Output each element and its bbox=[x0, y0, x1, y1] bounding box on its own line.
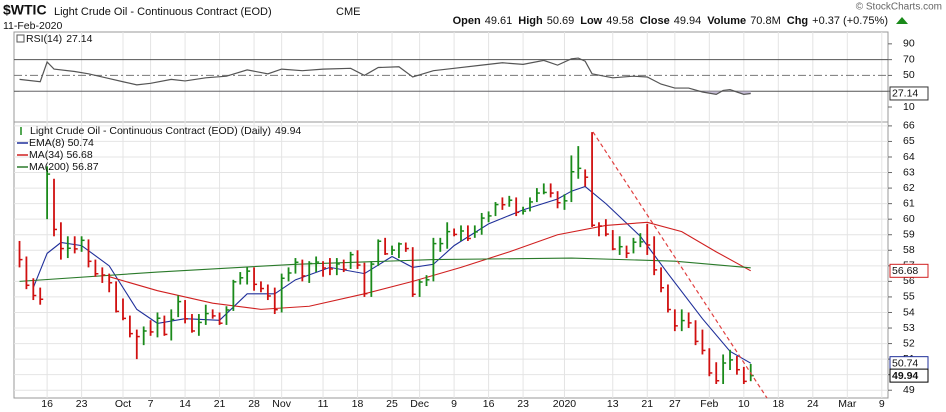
x-tick-label: 11 bbox=[318, 398, 329, 410]
legend-value: 49.94 bbox=[275, 125, 301, 137]
quote-label: Chg bbox=[787, 15, 808, 27]
x-tick-label: 23 bbox=[76, 398, 88, 410]
quote-label: Low bbox=[580, 15, 602, 27]
x-tick-label: 16 bbox=[483, 398, 495, 410]
trend-line bbox=[592, 131, 768, 399]
y-tick-label: 64 bbox=[903, 151, 915, 163]
legend-name: MA(200) bbox=[29, 161, 69, 173]
legend-name: RSI(14) bbox=[26, 33, 62, 45]
x-tick-label: Dec bbox=[410, 398, 429, 410]
x-tick-label: 28 bbox=[248, 398, 260, 410]
x-tick-label: Oct bbox=[115, 398, 131, 410]
x-tick-label: 21 bbox=[641, 398, 653, 410]
y-tick-label: 70 bbox=[903, 53, 915, 65]
legend-entry: RSI(14) 27.14 bbox=[26, 33, 93, 45]
symbol: $WTIC bbox=[3, 2, 47, 18]
axis-value-box bbox=[889, 368, 929, 383]
y-tick-label: 50 bbox=[903, 69, 915, 81]
axis-value-label: 56.68 bbox=[892, 265, 918, 277]
legend-value: 27.14 bbox=[66, 33, 92, 45]
x-tick-label: 13 bbox=[607, 398, 619, 410]
quote-label: High bbox=[518, 15, 543, 27]
legend-value: 50.74 bbox=[68, 137, 94, 149]
rsi-line bbox=[19, 57, 751, 95]
legend-name: MA(34) bbox=[29, 149, 63, 161]
legend-value: 56.68 bbox=[66, 149, 92, 161]
quote: Open 49.61 High 50.69 Low 49.58 Close 49.94 Volu… bbox=[453, 15, 888, 27]
y-tick-label: 10 bbox=[903, 101, 915, 113]
copyright: © StockCharts.com bbox=[856, 2, 942, 13]
axis-value-label: 50.74 bbox=[892, 357, 918, 369]
x-tick-label: 24 bbox=[807, 398, 819, 410]
x-tick-label: 7 bbox=[148, 398, 154, 410]
y-tick-label: 90 bbox=[903, 38, 915, 50]
y-tick-label: 52 bbox=[903, 337, 915, 349]
quote-label: Volume bbox=[707, 15, 746, 27]
legend-title: Light Crude Oil - Continuous Contract (E… bbox=[30, 125, 301, 137]
instrument-name: Light Crude Oil - Continuous Contract (E… bbox=[54, 6, 272, 18]
y-tick-label: 49 bbox=[903, 384, 915, 396]
quote-value: 49.58 bbox=[606, 15, 634, 27]
y-tick-label: 61 bbox=[903, 197, 915, 209]
quote-label: Close bbox=[640, 15, 670, 27]
axis-value-box bbox=[889, 86, 929, 101]
legend-swatch bbox=[16, 34, 25, 43]
x-tick-label: 9 bbox=[879, 398, 885, 410]
axis-value-label: 49.94 bbox=[892, 370, 918, 382]
x-tick-label: Mar bbox=[838, 398, 857, 410]
x-tick-label: 25 bbox=[386, 398, 398, 410]
y-tick-label: 54 bbox=[903, 306, 915, 318]
price-layer: 16 23 Oct 7 14 21 28 Nov 11 18 25 Dec 9 16 23 2020 13 21 2… bbox=[14, 120, 929, 410]
x-tick-label: 18 bbox=[352, 398, 364, 410]
y-tick-label: 65 bbox=[903, 135, 915, 147]
quote-label: Open bbox=[453, 15, 481, 27]
quote-value: 50.69 bbox=[547, 15, 575, 27]
x-tick-label: 2020 bbox=[553, 398, 577, 410]
y-tick-label: 58 bbox=[903, 244, 915, 256]
price-panel bbox=[13, 121, 889, 399]
legend-name: EMA(8) bbox=[29, 137, 65, 149]
quote-value: 49.94 bbox=[674, 15, 702, 27]
axis-value-label: 27.14 bbox=[892, 88, 918, 100]
axis-value-box bbox=[889, 263, 929, 278]
x-tick-label: Nov bbox=[272, 398, 291, 410]
up-arrow bbox=[896, 17, 908, 24]
date: 11-Feb-2020 bbox=[3, 20, 63, 32]
x-tick-label: 27 bbox=[669, 398, 681, 410]
quote-value: +0.37 (+0.75%) bbox=[812, 15, 888, 27]
legend-entry: MA(200) 56.87 bbox=[29, 161, 99, 173]
x-tick-label: 9 bbox=[451, 398, 457, 410]
legend-name: Light Crude Oil - Continuous Contract (E… bbox=[30, 125, 271, 137]
y-tick-label: 60 bbox=[903, 213, 915, 225]
y-tick-label: 56 bbox=[903, 275, 915, 287]
y-tick-label: 63 bbox=[903, 166, 915, 178]
legend-value: 56.87 bbox=[72, 161, 98, 173]
x-tick-label: Feb bbox=[700, 398, 718, 410]
exchange: CME bbox=[336, 6, 360, 18]
x-tick-label: 14 bbox=[179, 398, 191, 410]
y-tick-label: 53 bbox=[903, 322, 915, 334]
x-tick-label: 10 bbox=[738, 398, 750, 410]
y-tick-label: 66 bbox=[903, 120, 915, 132]
quote-value: 70.8M bbox=[750, 15, 781, 27]
quote-value: 49.61 bbox=[485, 15, 513, 27]
legend-entry: EMA(8) 50.74 bbox=[29, 137, 94, 149]
overlay-line bbox=[32, 185, 751, 364]
legend-entry: MA(34) 56.68 bbox=[29, 149, 93, 161]
y-tick-label: 55 bbox=[903, 291, 915, 303]
y-tick-label: 59 bbox=[903, 229, 915, 241]
y-tick-label: 62 bbox=[903, 182, 915, 194]
x-tick-label: 16 bbox=[41, 398, 53, 410]
overlay-line bbox=[109, 221, 751, 310]
x-tick-label: 21 bbox=[214, 398, 226, 410]
x-tick-label: 23 bbox=[517, 398, 529, 410]
x-tick-label: 18 bbox=[772, 398, 784, 410]
